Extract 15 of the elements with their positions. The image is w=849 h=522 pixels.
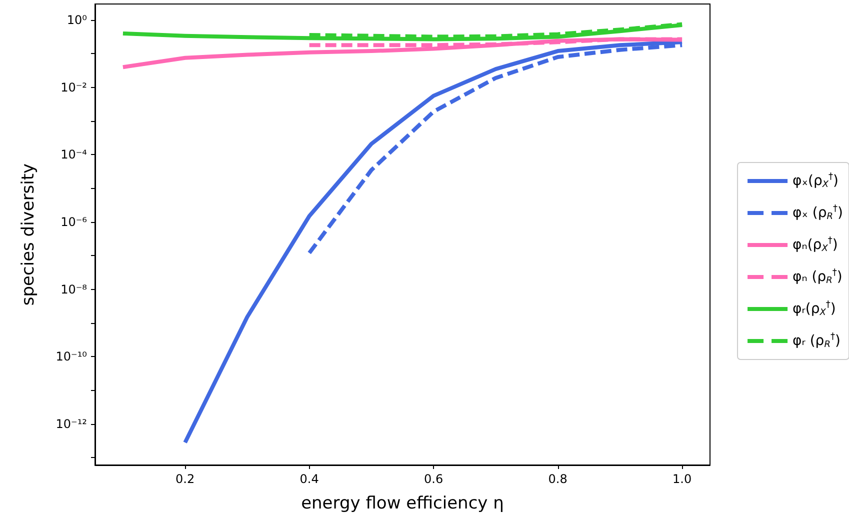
x-tick-label: 0.6: [424, 472, 444, 486]
y-tick-label: 10⁻⁴: [60, 148, 88, 162]
y-tick-label: 10⁰: [66, 13, 88, 28]
y-tick-label: 10⁻²: [60, 80, 88, 94]
x-tick-label: 0.8: [548, 472, 568, 486]
line-series: [183, 40, 684, 444]
x-tick-label: 0.2: [176, 472, 195, 486]
y-axis-title: species diversity: [18, 163, 38, 306]
x-tick-label: 0.4: [300, 472, 319, 486]
y-tick-label: 10⁻⁶: [60, 214, 88, 229]
y-tick-label: 10⁻¹²: [56, 416, 88, 431]
x-axis-title: energy flow efficiency η: [301, 494, 504, 514]
y-tick-label: 10⁻¹⁰: [56, 350, 88, 364]
x-tick-label: 1.0: [672, 472, 692, 486]
y-tick-label: 10⁻⁸: [60, 282, 88, 296]
